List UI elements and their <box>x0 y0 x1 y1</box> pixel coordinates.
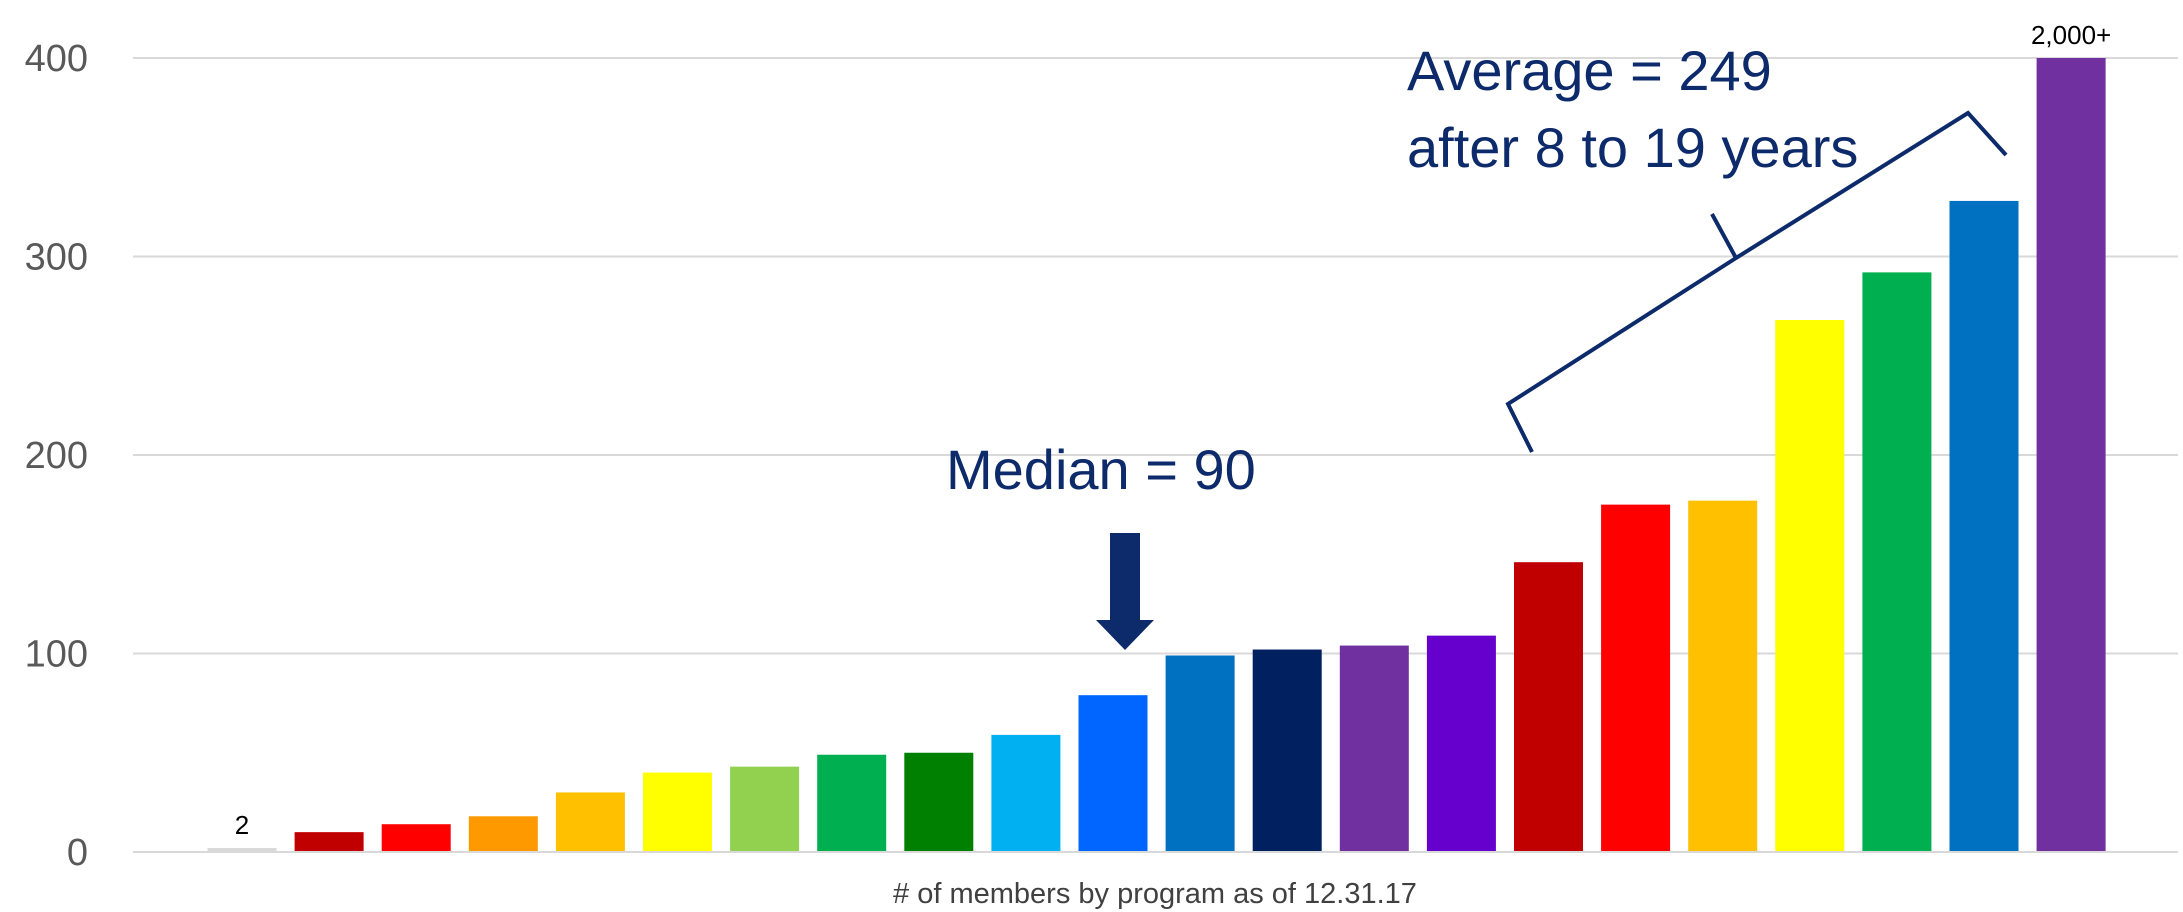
average-annotation-line2: after 8 to 19 years <box>1407 116 1858 179</box>
bar <box>555 792 625 852</box>
bar <box>1165 655 1235 852</box>
bar <box>730 766 800 852</box>
bar <box>1601 504 1671 852</box>
x-axis-label: # of members by program as of 12.31.17 <box>893 878 1417 910</box>
bar <box>207 848 277 852</box>
bar <box>1078 695 1148 852</box>
average-brace <box>1505 110 2008 453</box>
y-axis-ticks: 0 100 200 300 400 <box>25 38 88 874</box>
y-tick-label: 300 <box>25 237 88 279</box>
bar <box>643 772 712 852</box>
y-tick-label: 0 <box>67 832 88 874</box>
data-labels: 2 2,000+ <box>235 20 2111 840</box>
bar <box>1862 272 1932 852</box>
bar <box>2036 58 2106 852</box>
bar <box>1339 645 1409 852</box>
bar <box>1949 200 2019 853</box>
median-arrow-icon <box>1096 533 1154 650</box>
bar <box>817 754 887 852</box>
bar <box>1252 649 1322 852</box>
y-tick-label: 100 <box>25 634 88 676</box>
bar <box>991 734 1061 852</box>
bar <box>468 816 538 852</box>
bar <box>1775 320 1845 852</box>
bars <box>133 58 2178 853</box>
bar <box>1688 500 1758 852</box>
data-label: 2 <box>235 810 249 840</box>
median-annotation: Median = 90 <box>946 438 1256 501</box>
data-label: 2,000+ <box>2031 20 2111 50</box>
average-annotation-line1: Average = 249 <box>1407 39 1772 102</box>
bar <box>1514 562 1583 852</box>
y-tick-label: 200 <box>25 435 88 477</box>
y-tick-label: 400 <box>25 38 88 80</box>
bar <box>381 824 451 852</box>
bar <box>1426 635 1496 852</box>
bar <box>294 832 364 852</box>
bar <box>904 752 974 852</box>
